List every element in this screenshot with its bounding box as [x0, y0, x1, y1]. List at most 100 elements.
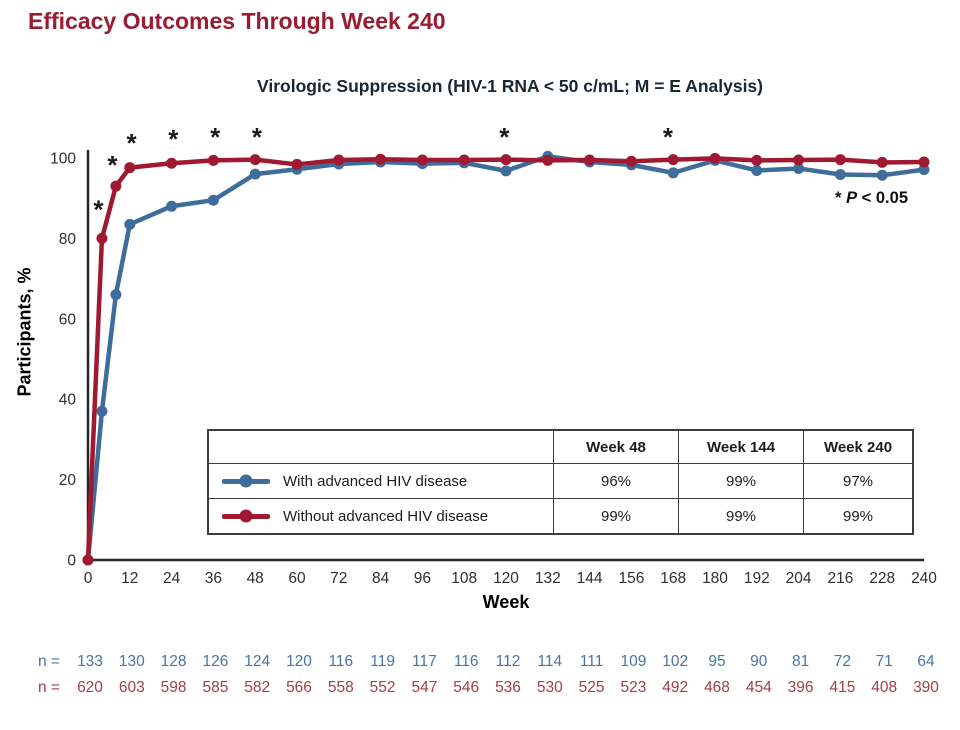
x-tick-label: 0: [84, 570, 93, 587]
n-value: 390: [913, 678, 939, 696]
n-value: 585: [202, 678, 229, 696]
n-value: 396: [787, 678, 814, 696]
data-point: [110, 289, 122, 301]
n-value: 454: [745, 678, 772, 696]
data-point: [834, 168, 846, 180]
x-tick-label: 216: [827, 570, 853, 587]
n-value: 95: [708, 653, 726, 670]
data-point: [709, 152, 721, 164]
table-cell: 97%: [804, 464, 912, 499]
y-tick-label: 0: [67, 553, 76, 570]
n-value: 547: [411, 678, 438, 696]
series-label: Without advanced HIV disease: [283, 507, 489, 525]
n-value: 117: [412, 653, 437, 670]
n-value: 582: [244, 678, 271, 696]
data-point: [793, 162, 805, 174]
significance-note: * P < 0.05: [835, 189, 908, 207]
n-value: 126: [202, 653, 229, 670]
data-point: [667, 154, 679, 166]
x-tick-label: 96: [414, 570, 431, 587]
data-point: [458, 154, 470, 166]
significance-asterisk: *: [210, 122, 221, 152]
x-tick-label: 108: [451, 570, 477, 587]
chart-title: Virologic Suppression (HIV-1 RNA < 50 c/…: [256, 76, 763, 96]
x-tick-label: 192: [744, 570, 770, 587]
x-tick-label: 48: [247, 570, 264, 587]
data-point: [166, 200, 178, 212]
data-point: [207, 194, 219, 206]
n-value: 525: [578, 678, 605, 696]
data-point: [249, 168, 261, 180]
x-tick-label: 36: [205, 570, 222, 587]
n-value: 598: [160, 678, 187, 696]
n-value: 468: [704, 678, 730, 696]
n-value: 64: [917, 653, 935, 670]
table-header-week240: Week 240: [804, 431, 912, 464]
n-value: 114: [537, 653, 563, 670]
n-value: 566: [286, 678, 312, 696]
table-row-label: With advanced HIV disease: [209, 464, 554, 499]
significance-asterisk: *: [93, 194, 104, 224]
n-value: 116: [328, 653, 354, 670]
line-chart: 0 20 40 60 80 100 0 12 24 36 48 60 72 84 96 108 120 132 14…: [50, 122, 937, 587]
n-value: 112: [495, 653, 521, 670]
y-tick-label: 80: [59, 231, 77, 248]
n-value: 90: [750, 653, 768, 670]
table-header-empty: [209, 431, 554, 464]
n-row: n = 133 130 128 126 124 120 116 119 117 116 112 114 1…: [0, 653, 960, 673]
n-value: 133: [77, 653, 103, 670]
n-value: 130: [118, 653, 145, 670]
x-tick-label: 228: [869, 570, 895, 587]
table-cell: 99%: [554, 499, 679, 533]
table-row-label: Without advanced HIV disease: [209, 499, 554, 533]
table-header-week144: Week 144: [679, 431, 804, 464]
x-tick-label: 12: [121, 570, 138, 587]
y-tick-label: 100: [50, 151, 76, 168]
data-point: [96, 232, 108, 244]
n-value: 552: [369, 678, 396, 696]
x-tick-label: 60: [288, 570, 306, 587]
n-row-label: n =: [38, 653, 60, 670]
data-point: [667, 167, 679, 179]
page-title: Efficacy Outcomes Through Week 240: [28, 8, 446, 34]
data-point: [333, 154, 345, 166]
n-value: 109: [620, 653, 647, 670]
n-row: n = 620 603 598 585 582 566 558 552 547 546 536 530 5…: [0, 679, 960, 699]
n-value: 102: [662, 653, 689, 670]
n-value: 408: [871, 678, 898, 696]
significance-asterisk: *: [168, 124, 179, 154]
x-tick-label: 240: [911, 570, 937, 587]
data-point: [375, 153, 387, 165]
data-point: [82, 554, 94, 566]
data-point: [249, 154, 261, 166]
x-tick-label: 204: [786, 570, 812, 587]
n-value: 128: [160, 653, 187, 670]
data-point: [542, 154, 554, 166]
data-point: [124, 162, 136, 174]
series-label: With advanced HIV disease: [283, 472, 468, 490]
data-point: [500, 154, 512, 166]
n-value: 530: [536, 678, 563, 696]
data-point: [751, 164, 763, 176]
data-point: [625, 155, 637, 167]
data-point: [110, 180, 122, 192]
n-value: 523: [620, 678, 647, 696]
n-value: 116: [453, 653, 479, 670]
summary-table: Week 48 Week 144 Week 240 With advanced …: [207, 429, 914, 535]
n-value: 546: [453, 678, 480, 696]
n-value: 120: [286, 653, 312, 670]
n-value: 111: [579, 653, 604, 670]
n-value: 492: [662, 678, 689, 696]
significance-asterisk: *: [107, 150, 118, 180]
data-point: [584, 154, 596, 166]
table-cell: 99%: [679, 464, 804, 499]
significance-asterisk: *: [663, 122, 674, 152]
x-tick-label: 24: [163, 570, 181, 587]
table-cell: 99%: [842, 507, 874, 525]
n-value: 603: [118, 678, 145, 696]
data-point: [751, 154, 763, 166]
y-tick-label: 20: [59, 472, 77, 489]
n-value: 71: [875, 653, 893, 670]
n-value: 415: [829, 678, 856, 696]
